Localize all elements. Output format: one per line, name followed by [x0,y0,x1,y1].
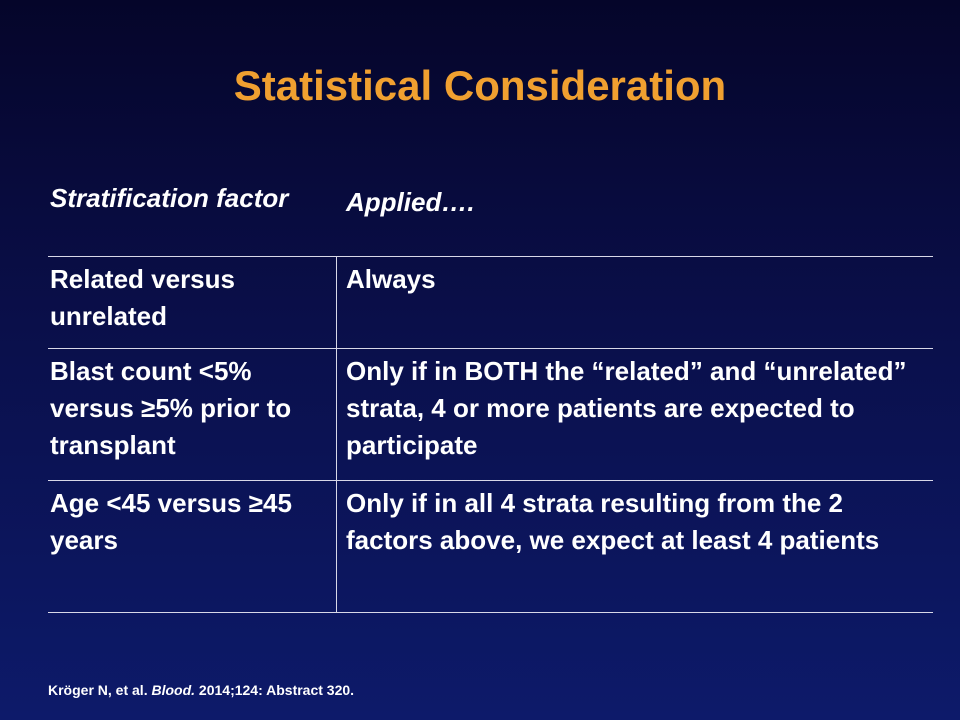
header-applied: Applied…. [346,187,475,217]
stratification-table: Stratification factor Applied…. Related … [48,180,933,613]
applied-cell: Only if in BOTH the “related” and “unrel… [346,356,907,460]
slide-title: Statistical Consideration [233,62,727,109]
applied-cell: Only if in all 4 strata resulting from t… [346,488,880,555]
factor-cell: Blast count <5% versus ≥5% prior to tran… [48,349,337,480]
factor-cell: Related versus unrelated [48,257,337,348]
header-stratification-factor: Stratification factor [50,183,289,213]
table-row: Related versus unrelated Always [48,257,933,349]
factor-cell: Age <45 versus ≥45 years [48,481,337,612]
applied-cell: Always [346,264,436,294]
citation-journal: Blood. [151,682,196,698]
table-row: Blast count <5% versus ≥5% prior to tran… [48,349,933,481]
table-header-row: Stratification factor Applied…. [48,180,933,257]
table-row: Age <45 versus ≥45 years Only if in all … [48,481,933,613]
citation-details: 2014;124: Abstract 320. [198,682,355,698]
citation-authors: Kröger N, et al. [48,682,148,698]
citation: Kröger N, et al. Blood. 2014;124: Abstra… [48,682,354,698]
